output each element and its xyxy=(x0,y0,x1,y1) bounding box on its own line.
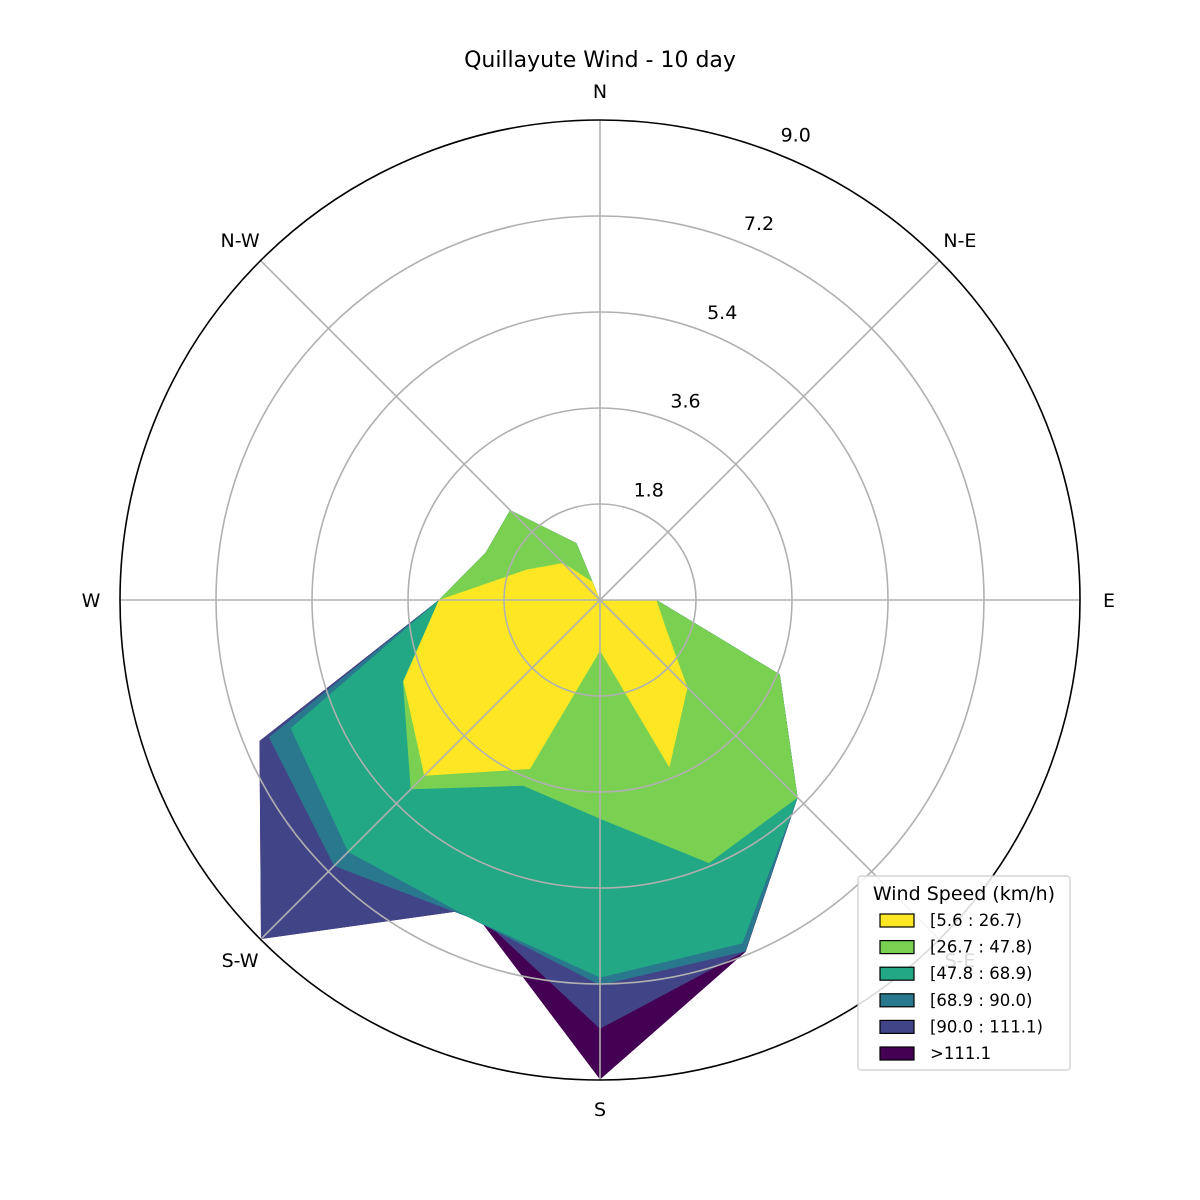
legend-label-1: [26.7 : 47.8) xyxy=(930,938,1032,957)
radial-tick-label: 1.8 xyxy=(634,479,664,501)
legend-swatch-4 xyxy=(879,1019,915,1035)
legend-label-0: [5.6 : 26.7) xyxy=(930,911,1022,930)
legend-label-3: [68.9 : 90.0) xyxy=(930,991,1032,1010)
chart-title: Quillayute Wind - 10 day xyxy=(464,48,736,73)
legend-label-5: >111.1 xyxy=(930,1044,991,1063)
direction-label-n-w: N-W xyxy=(221,230,260,252)
polar-frame xyxy=(119,119,1081,1081)
legend-label-2: [47.8 : 68.9) xyxy=(930,964,1032,983)
direction-label-n-e: N-E xyxy=(943,230,976,252)
grid-spoke-7 xyxy=(260,260,601,601)
direction-label-s-w: S-W xyxy=(222,950,259,972)
legend-swatch-1 xyxy=(879,939,915,955)
direction-label-w: W xyxy=(82,590,101,612)
grid-spoke-5 xyxy=(260,599,601,940)
direction-label-s: S xyxy=(594,1099,606,1121)
wind-speed-areas xyxy=(259,510,798,1080)
direction-label-n: N xyxy=(593,81,607,103)
polar-grid xyxy=(119,119,1081,1081)
direction-label-e: E xyxy=(1103,590,1115,612)
legend-swatch-5 xyxy=(879,1046,915,1061)
grid-spoke-1 xyxy=(599,260,940,601)
legend-label-4: [90.0 : 111.1) xyxy=(930,1017,1043,1036)
legend-swatch-0 xyxy=(879,913,915,928)
radial-tick-label: 3.6 xyxy=(670,391,700,413)
legend-title: Wind Speed (km/h) xyxy=(873,883,1055,905)
legend-swatch-2 xyxy=(879,966,915,981)
radial-tick-label: 9.0 xyxy=(781,125,811,147)
legend-swatch-3 xyxy=(879,993,915,1008)
radial-tick-label: 5.4 xyxy=(707,302,737,324)
legend: Wind Speed (km/h) [5.6 : 26.7) [26.7 : 47.… xyxy=(857,875,1071,1071)
radial-tick-label: 7.2 xyxy=(744,213,774,235)
